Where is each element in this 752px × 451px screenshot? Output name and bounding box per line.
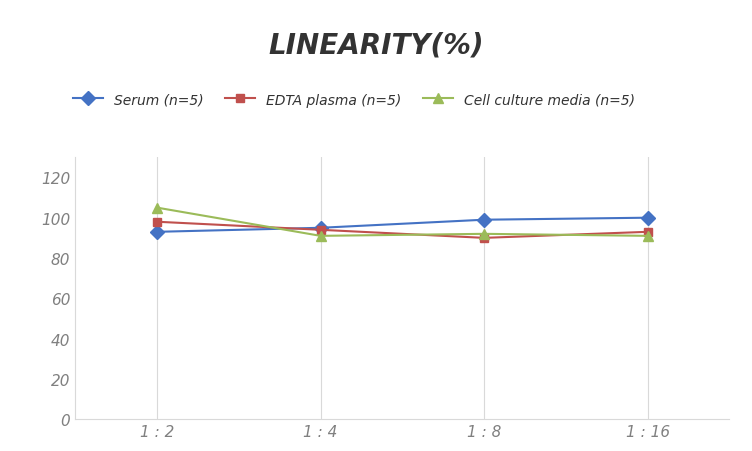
Serum (n=5) (153, 230, 162, 235)
Cell culture media (n=5) (480, 232, 489, 237)
Cell culture media (n=5) (643, 234, 652, 239)
Text: LINEARITY(%): LINEARITY(%) (268, 32, 484, 60)
EDTA plasma (n=5) (480, 235, 489, 241)
Line: EDTA plasma (n=5): EDTA plasma (n=5) (153, 218, 652, 243)
Cell culture media (n=5) (316, 234, 325, 239)
EDTA plasma (n=5) (643, 230, 652, 235)
Serum (n=5) (316, 226, 325, 231)
Line: Serum (n=5): Serum (n=5) (152, 213, 653, 237)
Line: Cell culture media (n=5): Cell culture media (n=5) (152, 203, 653, 241)
EDTA plasma (n=5) (153, 220, 162, 225)
Serum (n=5) (480, 217, 489, 223)
EDTA plasma (n=5) (316, 228, 325, 233)
Serum (n=5) (643, 216, 652, 221)
Legend: Serum (n=5), EDTA plasma (n=5), Cell culture media (n=5): Serum (n=5), EDTA plasma (n=5), Cell cul… (67, 88, 641, 113)
Cell culture media (n=5) (153, 206, 162, 211)
